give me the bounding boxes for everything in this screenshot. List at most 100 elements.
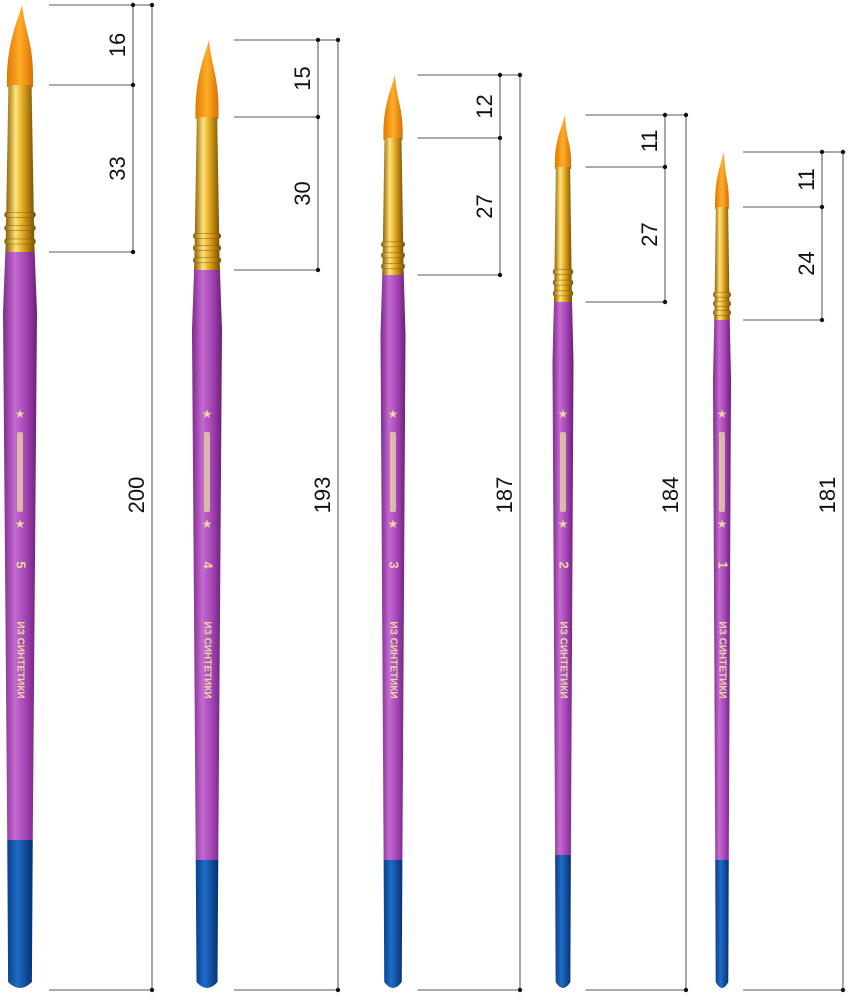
brush-handle xyxy=(3,247,37,840)
brush-tip xyxy=(715,152,729,209)
star: ★ xyxy=(202,517,213,531)
brand-logo xyxy=(17,432,23,512)
brush-ferrule xyxy=(194,117,220,270)
brush-size: 2 xyxy=(557,561,572,568)
dimension-dot xyxy=(497,72,503,78)
dimension-label: 30 xyxy=(290,181,315,205)
ferrule-ring xyxy=(193,245,221,251)
ferrule-ring xyxy=(552,279,574,286)
ferrule-ring xyxy=(4,238,36,245)
dimension-dot xyxy=(517,987,523,993)
brush-material: ИЗ СИНТЕТИКИ xyxy=(387,621,398,698)
brush-ferrule xyxy=(5,85,35,252)
dimension-dot xyxy=(130,2,136,8)
dimension-label: 16 xyxy=(105,33,130,57)
star: ★ xyxy=(558,517,569,531)
brush: ★ ★ 3 ИЗ СИНТЕТИКИ 12 27 187 xyxy=(380,72,523,993)
dimension-dot xyxy=(315,37,321,43)
ferrule-ring xyxy=(713,309,731,316)
brush-tip xyxy=(383,75,403,140)
brush-size: 3 xyxy=(387,561,402,568)
brush-handle xyxy=(713,315,731,860)
ferrule-ring xyxy=(193,233,221,239)
dimension-label: 24 xyxy=(794,251,819,275)
brush-tip xyxy=(195,40,219,119)
brush-ferrule xyxy=(714,207,730,320)
brush-material: ИЗ СИНТЕТИКИ xyxy=(557,621,568,698)
brush-handle xyxy=(192,265,222,860)
dimension-label: 12 xyxy=(472,94,497,118)
star: ★ xyxy=(717,517,728,531)
dimension-dot xyxy=(840,149,846,155)
ferrule-ring xyxy=(381,241,405,248)
dimension-dot xyxy=(497,135,503,141)
brand-logo xyxy=(719,432,725,512)
star: ★ xyxy=(558,407,569,421)
brush-end xyxy=(555,855,571,988)
brush: ★ ★ 1 ИЗ СИНТЕТИКИ 11 24 181 xyxy=(713,149,846,993)
star: ★ xyxy=(202,407,213,421)
ferrule-ring xyxy=(552,290,574,297)
dimension-dot xyxy=(335,987,341,993)
brand-logo xyxy=(560,432,566,512)
dimension-dot xyxy=(819,204,825,210)
dimension xyxy=(49,2,155,993)
ferrule-ring xyxy=(713,300,731,307)
dimension xyxy=(417,72,523,993)
brush-ferrule xyxy=(554,167,572,302)
ferrule-ring xyxy=(381,252,405,259)
dimension-dot xyxy=(335,37,341,43)
dimension-dot xyxy=(130,249,136,255)
dimension-label: 27 xyxy=(637,222,662,246)
dimension-dot xyxy=(497,272,503,278)
dimension-dot xyxy=(149,987,155,993)
dimension-label: 11 xyxy=(794,168,819,191)
dimension-dot xyxy=(819,149,825,155)
dimension-dot xyxy=(517,72,523,78)
dimension-label: 193 xyxy=(310,477,335,514)
dimension-dot xyxy=(683,987,689,993)
brush-end xyxy=(715,860,729,988)
ferrule-ring xyxy=(193,257,221,264)
brush-material: ИЗ СИНТЕТИКИ xyxy=(201,621,212,698)
dimension-dot xyxy=(662,299,668,305)
brush-size: 5 xyxy=(14,561,29,568)
dimension-dot xyxy=(662,112,668,118)
brush-ferrule xyxy=(382,138,404,275)
brush-handle xyxy=(380,270,406,860)
brush-end xyxy=(383,860,403,988)
brush-end xyxy=(195,860,219,988)
brand-logo xyxy=(390,432,396,512)
brush: ★ ★ 4 ИЗ СИНТЕТИКИ 15 30 193 xyxy=(192,37,341,993)
dimension-dot xyxy=(840,987,846,993)
brush-material: ИЗ СИНТЕТИКИ xyxy=(14,621,25,698)
dimension-dot xyxy=(662,164,668,170)
dimension-label: 184 xyxy=(658,477,683,514)
brand-logo xyxy=(204,432,210,512)
dimension xyxy=(234,37,341,993)
dimension-dot xyxy=(819,317,825,323)
dimension xyxy=(585,112,689,993)
star: ★ xyxy=(717,407,728,421)
dimension-dot xyxy=(683,112,689,118)
star: ★ xyxy=(388,407,399,421)
dimension xyxy=(743,149,846,993)
dimension-label: 11 xyxy=(637,130,662,153)
brush-size: 4 xyxy=(201,561,216,569)
ferrule-ring xyxy=(4,225,36,231)
brush: ★ ★ 2 ИЗ СИНТЕТИКИ 11 27 184 xyxy=(552,112,689,993)
brush-size: 1 xyxy=(716,561,731,568)
ferrule-ring xyxy=(713,291,731,298)
brush: ★ ★ 5 ИЗ СИНТЕТИКИ 16 33 200 xyxy=(3,2,155,993)
dimension-label: 15 xyxy=(290,66,315,90)
dimension-label: 187 xyxy=(492,477,517,514)
dimension-label: 27 xyxy=(472,194,497,218)
brush-handle xyxy=(552,297,574,855)
dimension-dot xyxy=(130,82,136,88)
star: ★ xyxy=(15,407,26,421)
dimension-label: 33 xyxy=(105,156,130,180)
brush-material: ИЗ СИНТЕТИКИ xyxy=(716,621,727,698)
brush-tip xyxy=(554,115,572,169)
ferrule-ring xyxy=(4,212,36,218)
